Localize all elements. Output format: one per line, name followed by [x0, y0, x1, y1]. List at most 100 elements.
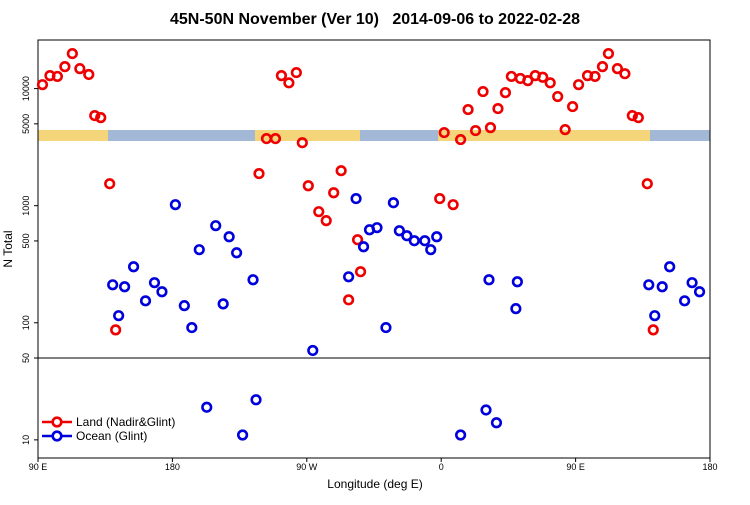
point — [434, 192, 446, 205]
point — [201, 401, 213, 413]
x-tick-label: 180 — [165, 462, 180, 472]
point — [544, 77, 556, 89]
point — [499, 87, 512, 99]
x-tick-label: 90 E — [566, 462, 585, 472]
point — [66, 47, 78, 60]
point — [401, 230, 413, 242]
point — [656, 281, 668, 293]
y-tick-label: 1000 — [21, 196, 31, 216]
point — [275, 70, 288, 82]
point — [643, 279, 655, 291]
series — [36, 47, 659, 336]
point — [492, 102, 504, 115]
point — [425, 244, 437, 256]
point — [510, 303, 522, 315]
point — [589, 70, 601, 83]
point — [307, 344, 319, 357]
point — [419, 235, 431, 247]
point — [110, 324, 122, 336]
point — [107, 279, 119, 291]
x-tick-label: 0 — [439, 462, 444, 472]
point — [343, 271, 355, 283]
point — [127, 261, 140, 273]
point — [596, 61, 609, 73]
point — [641, 178, 653, 190]
land-band — [255, 130, 360, 141]
point — [343, 294, 355, 306]
series — [107, 192, 706, 441]
point — [89, 109, 101, 122]
point — [647, 324, 659, 336]
point — [250, 394, 262, 406]
point — [350, 192, 362, 205]
point — [139, 295, 152, 307]
point — [186, 321, 198, 334]
point — [522, 75, 534, 87]
point — [328, 187, 340, 199]
point — [455, 429, 467, 441]
legend-marker — [51, 430, 63, 442]
point — [431, 231, 443, 243]
legend-marker — [51, 416, 63, 428]
point — [462, 103, 474, 116]
point — [320, 215, 332, 227]
point — [357, 241, 370, 253]
legend-label: Land (Nadir&Glint) — [76, 415, 175, 429]
point — [217, 298, 229, 310]
point — [408, 235, 420, 247]
y-tick-label: 5000 — [21, 114, 31, 134]
point — [602, 47, 615, 60]
y-tick-label: 50 — [21, 353, 31, 363]
point — [290, 66, 302, 79]
point — [156, 286, 168, 298]
point — [649, 310, 661, 322]
point — [148, 277, 161, 289]
point — [36, 79, 49, 91]
map-band — [38, 130, 710, 141]
x-tick-label: 180 — [702, 462, 717, 472]
point — [490, 417, 503, 429]
point — [223, 231, 235, 243]
x-tick-label: 90 W — [296, 462, 318, 472]
chart-title: 45N-50N November (Ver 10) 2014-09-06 to … — [170, 11, 580, 28]
point — [559, 124, 571, 136]
point — [113, 310, 125, 322]
point — [483, 274, 495, 286]
point — [438, 126, 450, 139]
point — [104, 178, 116, 190]
point — [679, 295, 691, 307]
point — [253, 167, 265, 180]
point — [236, 429, 249, 441]
point — [51, 70, 64, 83]
legend-label: Ocean (Glint) — [76, 429, 147, 443]
point — [380, 321, 392, 334]
x-tick-label: 90 E — [29, 462, 48, 472]
point — [626, 109, 638, 122]
point — [686, 277, 698, 289]
point — [632, 112, 644, 124]
point — [74, 63, 86, 75]
point — [119, 281, 131, 293]
point — [178, 300, 190, 312]
point — [335, 165, 347, 177]
point — [480, 404, 492, 416]
point — [537, 71, 549, 83]
point — [552, 90, 564, 103]
point — [193, 244, 205, 256]
y-tick-label: 100 — [21, 315, 31, 330]
point — [283, 77, 295, 89]
point — [371, 222, 383, 234]
point — [572, 79, 585, 91]
point — [619, 68, 631, 80]
point — [83, 68, 95, 81]
point — [393, 225, 405, 237]
point — [313, 206, 325, 218]
point — [447, 199, 459, 211]
point — [231, 247, 243, 259]
point — [455, 133, 467, 146]
point — [210, 220, 222, 232]
point — [59, 61, 71, 73]
point — [664, 261, 676, 273]
point — [511, 276, 523, 288]
